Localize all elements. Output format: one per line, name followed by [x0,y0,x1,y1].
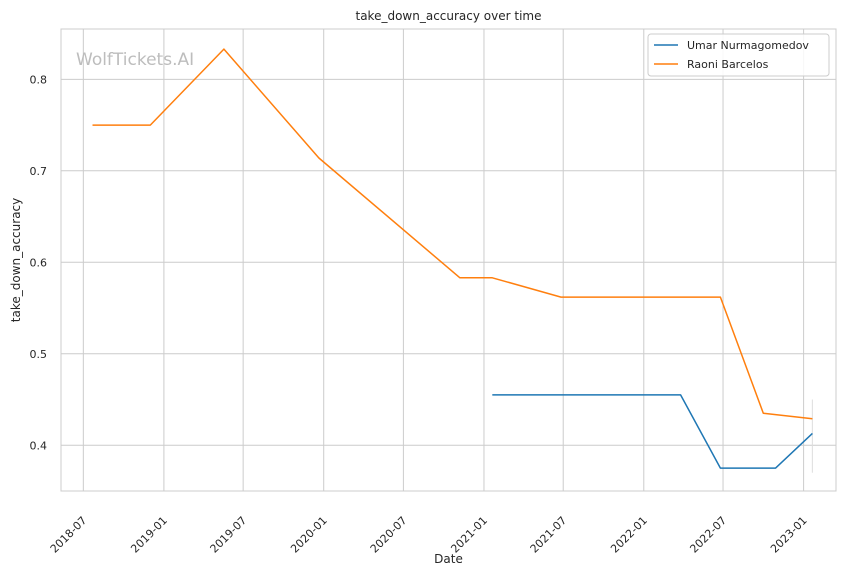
x-tick-label: 2020-07 [368,514,410,556]
x-tick-label: 2022-07 [687,514,729,556]
y-tick-label: 0.8 [30,73,48,86]
x-tick-label: 2021-01 [448,514,490,556]
plot-area-frame [60,28,837,492]
y-tick-label: 0.6 [30,256,48,269]
x-axis-ticks: 2018-07 2019-01 2019-07 2020-01 2020-07 2021-… [48,514,810,556]
y-axis-title: take_down_accuracy [9,198,23,322]
y-tick-label: 0.5 [30,348,48,361]
series-line-umar-nurmagomedov [492,394,813,469]
x-tick-label: 2019-01 [128,514,170,556]
x-axis-title: Date [434,552,463,566]
x-tick-label: 2020-01 [288,514,330,556]
x-tick-label: 2021-07 [528,514,570,556]
legend-label: Raoni Barcelos [687,58,769,71]
legend-box [647,33,830,77]
chart-title: take_down_accuracy over time [356,9,542,23]
x-tick-label: 2019-07 [208,514,250,556]
x-tick-label: 2023-01 [768,514,810,556]
x-tick-label: 2018-07 [48,514,90,556]
legend-label: Umar Nurmagomedov [687,39,809,52]
x-tick-label: 2022-01 [608,514,650,556]
y-tick-label: 0.4 [30,439,48,452]
y-axis-ticks: 0.4 0.5 0.6 0.7 0.8 [30,73,48,452]
watermark: WolfTickets.AI [76,50,194,70]
series-layer [92,48,813,469]
grid [61,29,836,491]
series-line-raoni-barcelos [92,48,813,420]
legend: Umar Nurmagomedov Raoni Barcelos [647,33,830,77]
y-tick-label: 0.7 [30,165,48,178]
